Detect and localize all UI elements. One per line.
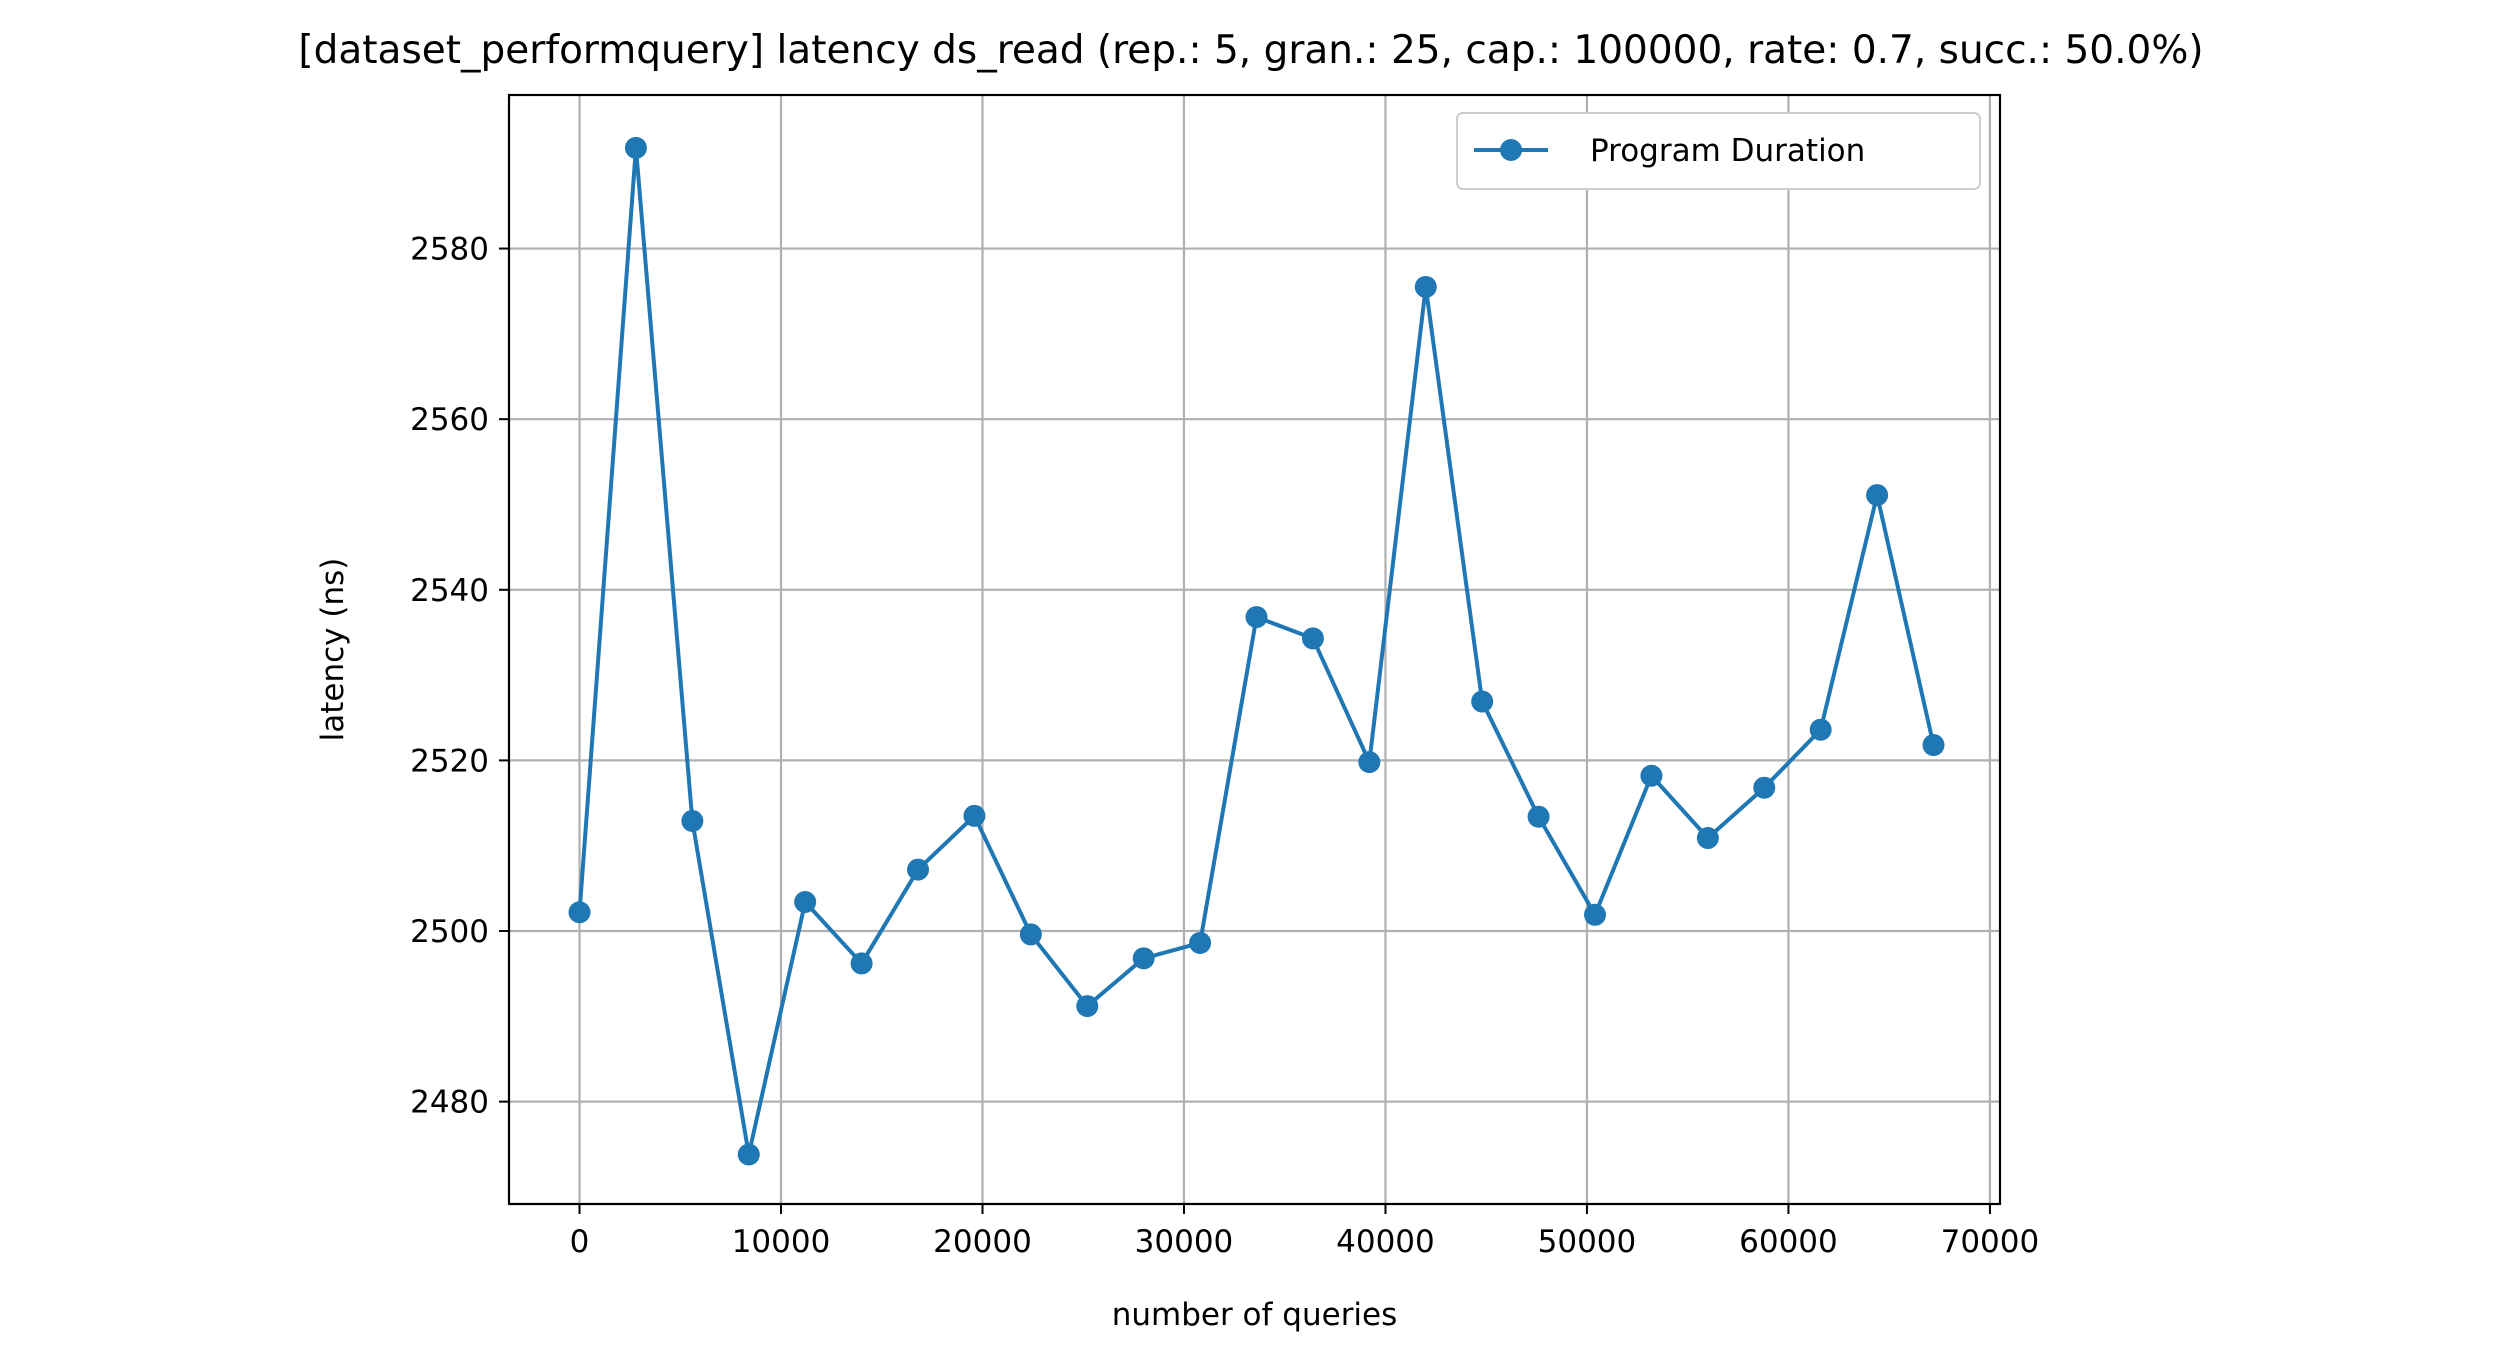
data-point <box>1301 627 1324 650</box>
data-point <box>1245 606 1268 629</box>
plot-frame <box>507 93 2002 1206</box>
data-point <box>1696 827 1719 850</box>
y-tick-label: 2500 <box>410 914 489 950</box>
data-point <box>1076 995 1099 1018</box>
x-tick-label: 50000 <box>1538 1224 1637 1260</box>
x-tick-label: 0 <box>570 1224 590 1260</box>
data-point <box>624 136 647 159</box>
y-tick-label: 2540 <box>410 573 489 609</box>
data-point <box>907 858 930 881</box>
data-point <box>1189 931 1212 954</box>
data-point <box>1019 923 1042 946</box>
data-point <box>1132 947 1155 970</box>
data-point <box>1640 764 1663 787</box>
x-tick-label: 30000 <box>1135 1224 1234 1260</box>
legend-marker <box>1500 139 1522 161</box>
data-point <box>681 809 704 832</box>
x-tick-label: 70000 <box>1941 1224 2040 1260</box>
data-point <box>1358 751 1381 774</box>
legend-label: Program Duration <box>1590 133 1865 169</box>
legend: Program Duration <box>1456 112 1981 190</box>
data-point <box>1527 805 1550 828</box>
data-point <box>1809 718 1832 741</box>
y-axis-label: latency (ns) <box>315 558 351 742</box>
y-tick-label: 2580 <box>410 232 489 268</box>
grid-lines <box>509 95 2000 1204</box>
data-point <box>568 901 591 924</box>
y-tick-label: 2520 <box>410 743 489 779</box>
series-line <box>577 145 1936 1157</box>
data-point <box>1471 690 1494 713</box>
series-layer <box>568 136 1945 1166</box>
chart-title: [dataset_performquery] latency ds_read (… <box>298 28 2203 73</box>
data-point <box>737 1143 760 1166</box>
data-point <box>850 952 873 975</box>
axis-ticks: 0 10000 20000 30000 40000 50000 60000 70000 2480… <box>410 232 2039 1260</box>
data-point <box>963 804 986 827</box>
x-axis-label: number of queries <box>1112 1297 1398 1333</box>
data-point <box>1414 275 1437 298</box>
data-point <box>1922 734 1945 757</box>
data-point <box>1584 903 1607 926</box>
data-point <box>1753 776 1776 799</box>
x-tick-label: 20000 <box>933 1224 1032 1260</box>
data-point <box>1866 484 1889 507</box>
x-tick-label: 60000 <box>1739 1224 1838 1260</box>
data-point <box>794 891 817 914</box>
y-tick-label: 2560 <box>410 402 489 438</box>
x-tick-label: 10000 <box>732 1224 831 1260</box>
x-tick-label: 40000 <box>1336 1224 1435 1260</box>
y-tick-label: 2480 <box>410 1085 489 1121</box>
legend-box <box>1456 112 1981 190</box>
